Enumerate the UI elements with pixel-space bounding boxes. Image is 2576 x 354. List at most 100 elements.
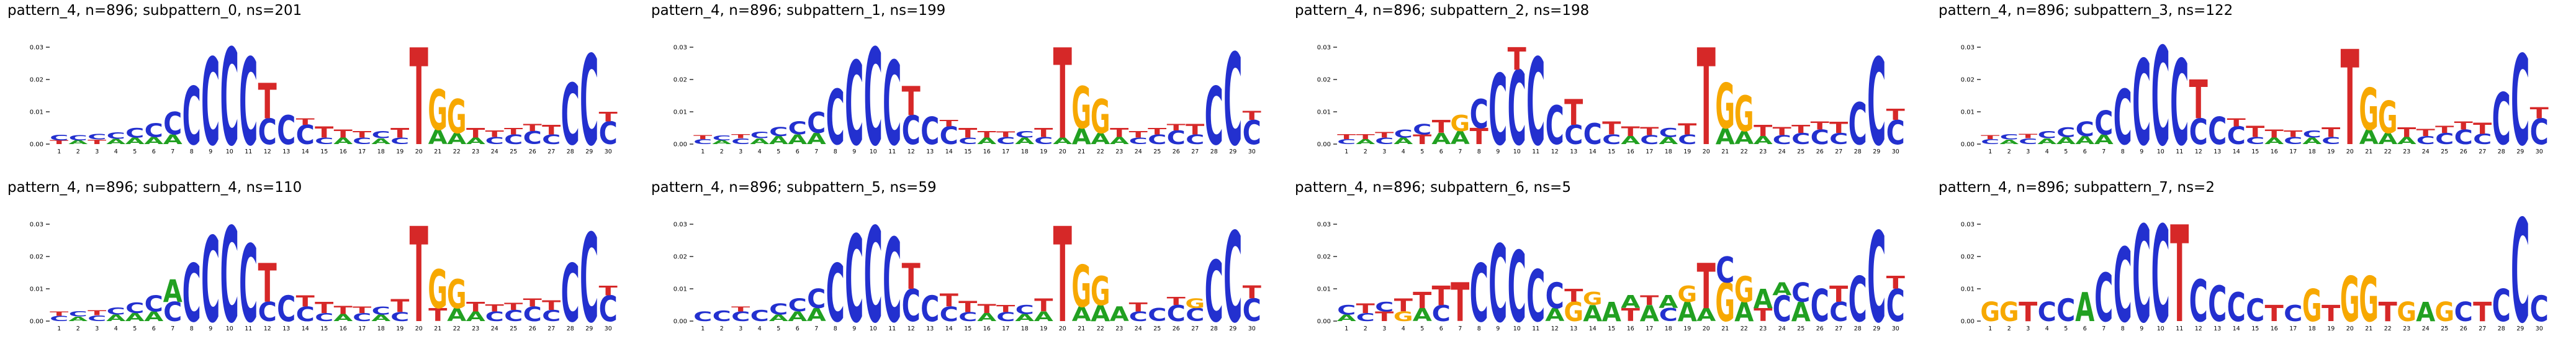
svg-text:2: 2 [1364,148,1367,155]
svg-text:C: C [372,130,390,141]
svg-text:A: A [1583,301,1603,327]
svg-text:11: 11 [1532,325,1539,332]
plot-title: pattern_4, n=896; subpattern_2, ns=198 [1295,2,1590,19]
svg-text:23: 23 [1115,148,1123,155]
svg-text:10: 10 [1513,148,1521,155]
svg-text:20: 20 [1703,148,1710,155]
svg-text:C: C [2322,135,2340,147]
svg-text:0.03: 0.03 [1317,45,1331,52]
svg-text:T: T [1602,118,1621,139]
svg-text:T: T [1167,295,1186,308]
svg-text:29: 29 [1229,325,1236,332]
svg-text:T: T [902,257,921,298]
logo-canvas-host: 0.00 0.01 0.02 0.03 1 T C 2 A C 3 T C 4 A C 5 A C 6 A C 7 A C 8 C 9… [6,20,644,163]
svg-text:20: 20 [1703,325,1710,332]
svg-text:T: T [2322,125,2341,141]
svg-text:17: 17 [1002,148,1009,155]
svg-text:C: C [50,134,68,143]
svg-text:26: 26 [2460,148,2467,155]
svg-text:16: 16 [983,148,991,155]
svg-text:19: 19 [1040,325,1047,332]
svg-text:C: C [523,303,542,326]
plot-title: pattern_4, n=896; subpattern_3, ns=122 [1939,2,2233,19]
svg-text:26: 26 [2460,325,2467,332]
svg-text:G: G [428,259,448,322]
svg-text:G: G [2302,281,2322,332]
svg-text:A: A [788,132,807,147]
svg-text:14: 14 [1589,325,1596,332]
svg-text:C: C [542,132,561,148]
svg-text:30: 30 [605,325,612,332]
svg-text:21: 21 [1078,325,1085,332]
svg-text:A: A [807,130,826,148]
svg-text:C: C [1356,312,1375,324]
svg-text:17: 17 [2289,148,2297,155]
svg-text:27: 27 [1191,148,1199,155]
svg-text:19: 19 [396,148,403,155]
svg-text:C: C [2473,131,2492,148]
plot-title: pattern_4, n=896; subpattern_6, ns=5 [1295,179,1571,196]
svg-text:2: 2 [720,325,724,332]
svg-text:0.03: 0.03 [30,222,43,229]
svg-text:G: G [1564,297,1583,328]
svg-text:28: 28 [1210,325,1218,332]
svg-text:12: 12 [2195,148,2202,155]
svg-text:T: T [1413,289,1432,314]
svg-text:1: 1 [57,325,61,332]
svg-text:26: 26 [1816,325,1824,332]
svg-text:0.01: 0.01 [673,286,687,293]
svg-text:0.03: 0.03 [1317,222,1331,229]
svg-text:C: C [921,289,939,330]
svg-text:C: C [239,34,258,163]
svg-text:C: C [580,29,598,163]
svg-text:10: 10 [226,148,233,155]
svg-text:7: 7 [171,325,174,332]
svg-text:25: 25 [510,148,517,155]
svg-text:C: C [561,248,580,340]
svg-text:C: C [2492,280,2511,332]
svg-text:C: C [1716,250,1734,291]
svg-text:A: A [769,134,788,147]
svg-text:C: C [1508,51,1526,163]
svg-text:T: T [2246,124,2265,141]
svg-text:C: C [2246,293,2264,329]
svg-text:24: 24 [1778,325,1786,332]
svg-text:C: C [902,280,921,332]
svg-text:5: 5 [1420,325,1424,332]
svg-text:T: T [1678,121,1697,138]
svg-text:T: T [1356,134,1375,142]
svg-text:C: C [1016,303,1034,317]
svg-text:16: 16 [1627,148,1634,155]
svg-text:9: 9 [2140,325,2143,332]
svg-text:C: C [315,312,333,324]
svg-text:C: C [958,310,977,324]
plot-title: pattern_4, n=896; subpattern_7, ns=2 [1939,179,2215,196]
svg-text:A: A [163,132,182,147]
svg-text:C: C [2170,36,2189,163]
svg-text:T: T [978,130,997,140]
svg-text:6: 6 [2083,148,2087,155]
svg-text:C: C [2094,105,2113,143]
svg-text:0.02: 0.02 [30,77,43,84]
svg-text:T: T [1640,293,1659,309]
svg-text:G: G [1734,270,1754,311]
svg-text:0.02: 0.02 [1961,254,1975,261]
svg-text:T: T [390,296,410,317]
svg-text:A: A [2056,136,2076,147]
svg-text:24: 24 [2422,148,2430,155]
svg-text:4: 4 [2045,325,2049,332]
svg-text:A: A [977,137,997,147]
svg-text:15: 15 [1608,325,1615,332]
svg-text:9: 9 [2140,148,2143,155]
svg-text:C: C [1678,132,1696,148]
svg-text:6: 6 [796,148,799,155]
svg-text:5: 5 [777,325,780,332]
svg-text:T: T [1243,109,1262,123]
svg-text:27: 27 [1835,148,1842,155]
svg-text:T: T [1243,282,1262,303]
svg-text:C: C [277,289,295,330]
svg-text:0.00: 0.00 [1961,142,1975,148]
svg-text:7: 7 [2102,325,2105,332]
svg-text:T: T [410,200,428,340]
svg-text:18: 18 [377,325,385,332]
